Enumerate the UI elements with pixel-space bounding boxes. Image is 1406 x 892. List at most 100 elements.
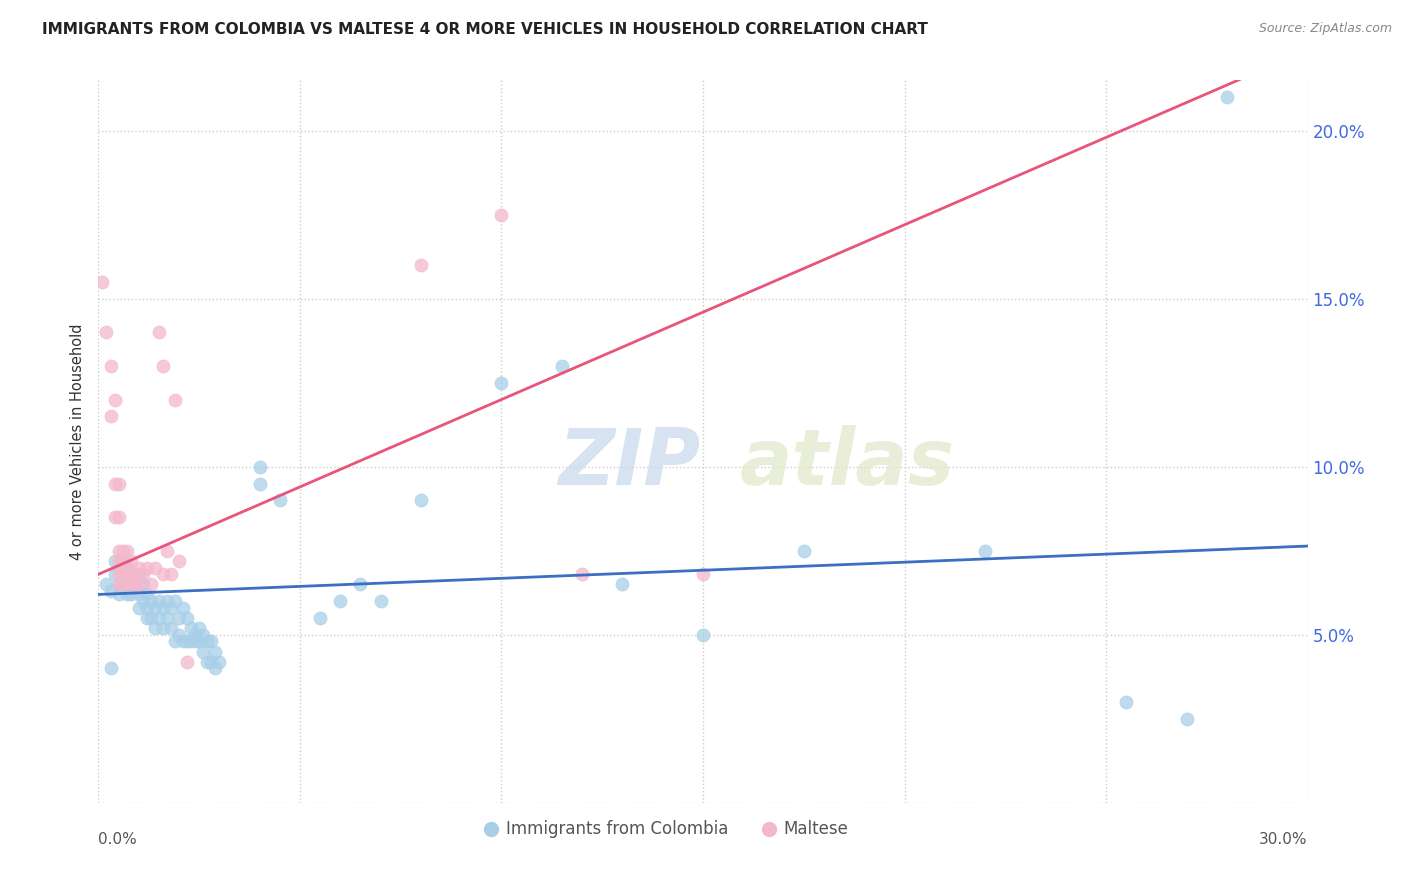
Point (111, 577, 134, 591)
Point (180, 634, 202, 648)
Point (612, 577, 634, 591)
Point (152, 359, 174, 373)
Point (491, 208, 513, 222)
Point (128, 600, 150, 615)
Point (111, 554, 134, 568)
Point (143, 560, 166, 574)
Point (100, 584, 122, 599)
Point (111, 567, 134, 582)
Point (115, 560, 138, 574)
Point (128, 577, 150, 591)
Point (107, 560, 129, 574)
Point (124, 577, 146, 591)
Point (184, 628, 207, 642)
Text: IMMIGRANTS FROM COLOMBIA VS MALTESE 4 OR MORE VEHICLES IN HOUSEHOLD CORRELATION : IMMIGRANTS FROM COLOMBIA VS MALTESE 4 OR… (42, 22, 928, 37)
Point (793, 543, 815, 558)
Point (370, 594, 392, 608)
Point (409, 258, 432, 272)
Legend: Immigrants from Colombia, Maltese: Immigrants from Colombia, Maltese (478, 814, 855, 845)
Point (329, 594, 352, 608)
Point (128, 560, 150, 574)
Point (180, 621, 202, 635)
Point (111, 543, 134, 558)
Point (135, 611, 157, 625)
Point (974, 543, 997, 558)
Point (551, 359, 574, 373)
Point (135, 600, 157, 615)
Point (193, 644, 215, 658)
Point (120, 577, 142, 591)
Point (172, 600, 194, 615)
Point (160, 600, 183, 615)
Point (160, 621, 183, 635)
Point (139, 577, 162, 591)
Point (135, 587, 157, 601)
Point (115, 587, 138, 601)
Point (184, 634, 207, 648)
Point (152, 621, 174, 635)
Point (103, 392, 125, 407)
Point (148, 594, 170, 608)
Point (115, 560, 138, 574)
Point (193, 628, 215, 642)
Point (107, 543, 129, 558)
Point (124, 567, 146, 582)
Point (163, 634, 186, 648)
Point (107, 476, 129, 491)
Point (1216, 90, 1239, 104)
Point (132, 594, 155, 608)
Point (103, 567, 125, 582)
Point (208, 655, 231, 669)
Point (167, 554, 190, 568)
Point (204, 661, 226, 675)
Point (120, 567, 142, 582)
Point (124, 577, 146, 591)
Point (111, 554, 134, 568)
Point (120, 567, 142, 582)
Point (176, 655, 198, 669)
Point (128, 567, 150, 582)
Point (152, 567, 174, 582)
Point (139, 611, 162, 625)
Point (195, 634, 218, 648)
Text: Source: ZipAtlas.com: Source: ZipAtlas.com (1258, 22, 1392, 36)
Point (188, 621, 211, 635)
Text: 30.0%: 30.0% (1260, 831, 1308, 847)
Point (111, 577, 134, 591)
Point (152, 600, 174, 615)
Point (156, 543, 179, 558)
Point (135, 560, 157, 574)
Text: 0.0%: 0.0% (98, 831, 138, 847)
Point (107, 587, 129, 601)
Point (96, 577, 118, 591)
Point (132, 567, 155, 582)
Point (115, 567, 138, 582)
Point (349, 577, 371, 591)
Point (156, 594, 179, 608)
Point (200, 634, 222, 648)
Point (132, 577, 155, 591)
Point (120, 577, 142, 591)
Y-axis label: 4 or more Vehicles in Household: 4 or more Vehicles in Household (70, 323, 86, 560)
Point (103, 476, 125, 491)
Text: ZIP: ZIP (558, 425, 700, 501)
Point (107, 577, 129, 591)
Point (200, 655, 222, 669)
Point (107, 577, 129, 591)
Point (111, 560, 134, 574)
Point (143, 621, 166, 635)
Point (1175, 712, 1198, 726)
Point (143, 600, 166, 615)
Point (107, 554, 129, 568)
Point (100, 359, 122, 373)
Point (172, 634, 194, 648)
Point (249, 459, 271, 474)
Point (269, 493, 291, 508)
Point (163, 392, 186, 407)
Point (100, 661, 122, 675)
Point (107, 567, 129, 582)
Point (120, 554, 142, 568)
Point (96, 326, 118, 340)
Point (204, 644, 226, 658)
Point (100, 409, 122, 424)
